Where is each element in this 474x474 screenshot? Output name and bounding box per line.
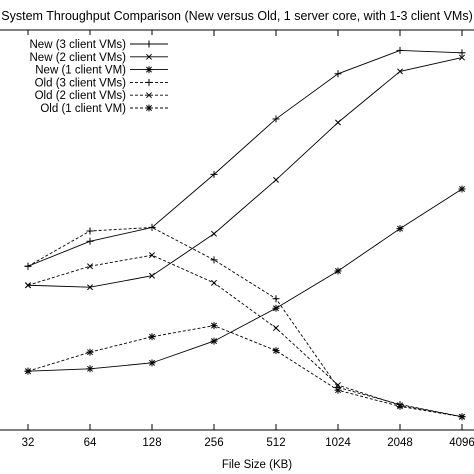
x-tick-label: 1024 bbox=[325, 437, 351, 449]
star-marker bbox=[86, 365, 94, 373]
cross-marker bbox=[397, 68, 403, 75]
x-tick-label: 256 bbox=[204, 437, 223, 449]
star-marker bbox=[210, 322, 218, 330]
cross-marker bbox=[273, 325, 279, 331]
cross-marker bbox=[211, 279, 217, 286]
cross-marker bbox=[87, 263, 93, 270]
legend-item: Old (1 client VM) bbox=[40, 103, 168, 115]
plus-marker bbox=[210, 256, 218, 264]
plus-marker bbox=[210, 170, 218, 178]
cross-marker bbox=[211, 230, 217, 237]
cross-marker bbox=[25, 282, 31, 289]
cross-marker bbox=[146, 53, 152, 60]
legend-label: Old (3 client VMs) bbox=[35, 77, 127, 89]
star-marker bbox=[334, 386, 342, 394]
x-axis-ticks: 32 64 128 256 512 1024 2048 4096 bbox=[22, 30, 474, 449]
cross-marker bbox=[146, 92, 152, 99]
cross-marker bbox=[149, 272, 155, 279]
star-marker bbox=[396, 402, 404, 410]
legend-item: New (2 client VMs) bbox=[30, 52, 168, 64]
plus-marker bbox=[272, 115, 280, 123]
plus-marker bbox=[145, 78, 153, 86]
x-tick-label: 4096 bbox=[449, 437, 474, 449]
star-marker bbox=[86, 348, 94, 356]
plus-marker bbox=[272, 295, 280, 303]
star-marker bbox=[458, 185, 466, 193]
x-tick-label: 64 bbox=[84, 437, 97, 449]
series-line bbox=[27, 57, 463, 288]
legend-label: New (2 client VMs) bbox=[30, 52, 127, 64]
x-tick-label: 128 bbox=[142, 437, 161, 449]
star-marker bbox=[145, 66, 153, 74]
x-axis-label: File Size (KB) bbox=[222, 459, 292, 471]
series-line bbox=[27, 188, 463, 372]
star-marker bbox=[148, 359, 156, 367]
star-marker bbox=[334, 267, 342, 275]
legend: New (3 client VMs)New (2 client VMs)New … bbox=[0, 35, 172, 117]
legend-label: New (1 client VM) bbox=[35, 65, 126, 77]
series-line bbox=[27, 254, 463, 418]
star-marker bbox=[272, 347, 280, 355]
legend-label: Old (2 client VMs) bbox=[35, 90, 127, 102]
legend-item: Old (3 client VMs) bbox=[35, 77, 168, 89]
cross-marker bbox=[149, 252, 155, 259]
cross-marker bbox=[335, 119, 341, 126]
legend-item: New (3 client VMs) bbox=[30, 39, 168, 51]
x-tick-label: 512 bbox=[266, 437, 285, 449]
star-marker bbox=[148, 333, 156, 341]
legend-label: New (3 client VMs) bbox=[30, 39, 127, 51]
series-6 bbox=[24, 322, 466, 421]
x-tick-label: 2048 bbox=[387, 437, 413, 449]
plot-frame bbox=[0, 29, 474, 431]
series-line bbox=[27, 226, 463, 418]
plus-marker bbox=[334, 70, 342, 78]
series-line bbox=[27, 325, 463, 418]
star-marker bbox=[210, 337, 218, 345]
chart-title: System Throughput Comparison (New versus… bbox=[1, 9, 472, 23]
series-layer bbox=[24, 46, 466, 421]
star-marker bbox=[24, 367, 32, 375]
series-line bbox=[27, 49, 463, 267]
legend-background bbox=[0, 35, 172, 117]
star-marker bbox=[396, 225, 404, 233]
star-marker bbox=[272, 304, 280, 312]
plus-marker bbox=[458, 49, 466, 57]
plus-marker bbox=[86, 227, 94, 235]
star-marker bbox=[458, 413, 466, 421]
plus-marker bbox=[145, 40, 153, 48]
legend-item: Old (2 client VMs) bbox=[35, 90, 168, 102]
cross-marker bbox=[335, 382, 341, 389]
plus-marker bbox=[86, 237, 94, 245]
x-tick-label: 32 bbox=[22, 437, 35, 449]
plus-marker bbox=[148, 223, 156, 231]
cross-marker bbox=[273, 176, 279, 183]
legend-label: Old (1 client VM) bbox=[40, 103, 126, 115]
cross-marker bbox=[459, 54, 465, 61]
star-marker bbox=[145, 104, 153, 112]
plus-marker bbox=[24, 262, 32, 270]
legend-item: New (1 client VM) bbox=[35, 65, 168, 77]
plus-marker bbox=[396, 46, 404, 54]
cross-marker bbox=[87, 284, 93, 291]
